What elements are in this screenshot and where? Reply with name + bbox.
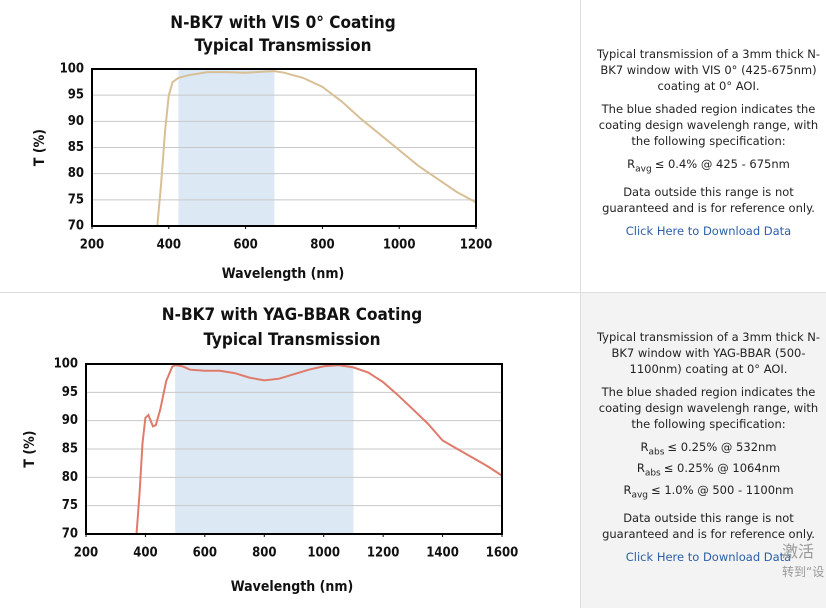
spec-text: ≤ 1.0% @ 500 - 1100nm bbox=[651, 482, 794, 497]
spec-line: Rabs ≤ 0.25% @ 1064nm bbox=[591, 460, 826, 481]
specs: Rabs ≤ 0.25% @ 532nm Rabs ≤ 0.25% @ 1064nm R… bbox=[591, 439, 826, 503]
specs: Ravg ≤ 0.4% @ 425 - 675nm bbox=[591, 156, 826, 177]
x-tick-label: 200 bbox=[74, 546, 98, 561]
description: Typical transmission of a 3mm thick N-BK… bbox=[596, 330, 821, 377]
x-tick-label: 800 bbox=[252, 546, 276, 561]
x-tick-label: 1000 bbox=[307, 546, 340, 561]
description: Typical transmission of a 3mm thick N-BK… bbox=[596, 46, 821, 93]
note: The blue shaded region indicates the coa… bbox=[598, 101, 819, 148]
spec-symbol: R bbox=[640, 440, 649, 455]
curve bbox=[135, 364, 503, 535]
x-axis-label: Wavelength (nm) bbox=[231, 579, 353, 595]
spec-symbol: R bbox=[636, 461, 645, 476]
info-panel: Typical transmission of a 3mm thick N-BK… bbox=[580, 293, 826, 608]
x-tick-label: 1600 bbox=[486, 546, 519, 561]
plot-frame bbox=[91, 68, 477, 227]
y-tick-label: 90 bbox=[68, 114, 84, 129]
plot-frame bbox=[85, 363, 503, 535]
y-axis-label: T (%) bbox=[32, 129, 48, 166]
disclaimer: Data outside this range is not guarantee… bbox=[602, 510, 815, 541]
spec-sub: avg bbox=[631, 489, 649, 500]
y-tick-label: 100 bbox=[60, 62, 84, 77]
spec-sub: abs bbox=[644, 468, 661, 479]
y-tick-label: 80 bbox=[68, 166, 84, 181]
spec-text: ≤ 0.25% @ 532nm bbox=[667, 440, 777, 455]
chart-subtitle: Typical Transmission bbox=[204, 330, 381, 350]
y-tick-label: 80 bbox=[62, 470, 78, 485]
x-tick-label: 1000 bbox=[383, 238, 416, 253]
y-tick-label: 100 bbox=[54, 357, 78, 372]
spec-symbol: R bbox=[627, 156, 636, 171]
x-tick-label: 1200 bbox=[367, 546, 400, 561]
chart-title: N-BK7 with VIS 0° Coating bbox=[170, 13, 395, 33]
y-axis-label: T (%) bbox=[22, 430, 38, 467]
x-tick-label: 400 bbox=[133, 546, 157, 561]
x-tick-label: 1400 bbox=[426, 546, 459, 561]
curve bbox=[156, 70, 477, 227]
y-tick-label: 70 bbox=[68, 219, 84, 234]
spec-text: ≤ 0.25% @ 1064nm bbox=[663, 461, 781, 476]
download-link[interactable]: Click Here to Download Data bbox=[625, 549, 792, 564]
spec-line: Ravg ≤ 0.4% @ 425 - 675nm bbox=[591, 156, 826, 177]
spec-symbol: R bbox=[623, 482, 632, 497]
info-panel: Typical transmission of a 3mm thick N-BK… bbox=[580, 0, 826, 292]
x-tick-label: 400 bbox=[157, 238, 181, 253]
y-tick-label: 85 bbox=[62, 442, 78, 457]
x-tick-label: 200 bbox=[80, 238, 104, 253]
y-tick-label: 95 bbox=[62, 385, 78, 400]
x-tick-label: 600 bbox=[193, 546, 217, 561]
watermark: 转到“设 bbox=[782, 565, 825, 579]
y-tick-label: 70 bbox=[62, 527, 78, 542]
x-axis-label: Wavelength (nm) bbox=[222, 266, 344, 282]
spec-text: ≤ 0.4% @ 425 - 675nm bbox=[654, 156, 790, 171]
note: The blue shaded region indicates the coa… bbox=[598, 385, 819, 432]
row-divider bbox=[0, 292, 826, 293]
x-tick-label: 800 bbox=[310, 238, 334, 253]
x-tick-label: 1200 bbox=[460, 238, 493, 253]
chart-subtitle: Typical Transmission bbox=[195, 36, 372, 56]
chart-title: N-BK7 with YAG-BBAR Coating bbox=[162, 305, 422, 325]
spec-sub: abs bbox=[648, 447, 665, 458]
y-tick-label: 95 bbox=[68, 88, 84, 103]
y-tick-label: 85 bbox=[68, 140, 84, 155]
spec-line: Rabs ≤ 0.25% @ 532nm bbox=[591, 439, 826, 460]
y-tick-label: 75 bbox=[68, 192, 84, 207]
x-tick-label: 600 bbox=[233, 238, 257, 253]
spec-line: Ravg ≤ 1.0% @ 500 - 1100nm bbox=[591, 482, 826, 503]
disclaimer: Data outside this range is not guarantee… bbox=[602, 185, 815, 216]
y-tick-label: 75 bbox=[62, 498, 78, 513]
download-link[interactable]: Click Here to Download Data bbox=[625, 224, 792, 239]
spec-sub: avg bbox=[635, 164, 652, 175]
y-tick-label: 90 bbox=[62, 413, 78, 428]
charts: N-BK7 with VIS 0° Coating Typical Transmi… bbox=[22, 13, 519, 595]
watermark: 激活 bbox=[782, 542, 815, 561]
